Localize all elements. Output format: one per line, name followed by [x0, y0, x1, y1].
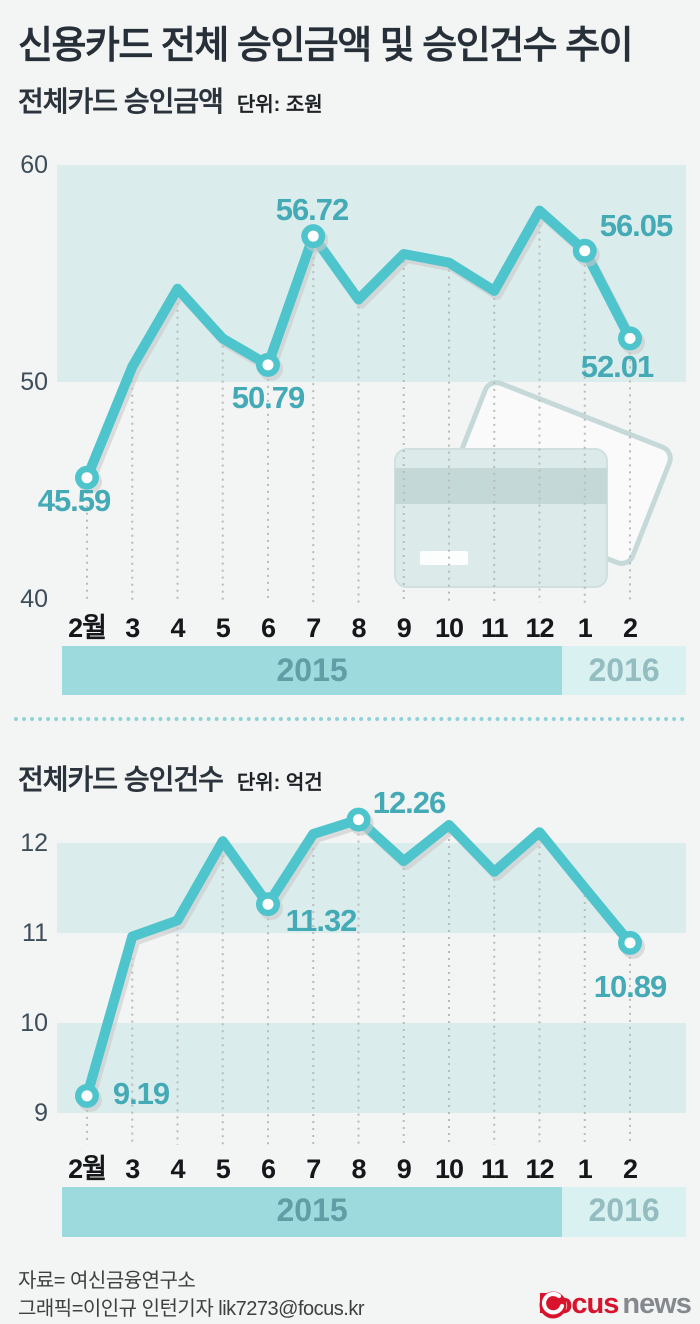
- section-count-header: 전체카드 승인건수 단위: 억건: [18, 758, 323, 798]
- value-label: 56.05: [600, 208, 673, 243]
- section-divider: [14, 717, 685, 721]
- section-count-title: 전체카드 승인건수: [18, 764, 224, 795]
- x-axis-month-label: 3: [125, 613, 140, 643]
- data-point-center: [624, 332, 636, 344]
- value-label: 50.79: [232, 380, 305, 415]
- series-line: [82, 205, 635, 483]
- x-axis-month-label: 1: [578, 613, 593, 643]
- data-point-center: [353, 814, 364, 826]
- x-axis-month-label: 6: [261, 1154, 276, 1184]
- value-label: 10.89: [594, 969, 667, 1004]
- x-axis-month-label: 2: [623, 1154, 637, 1184]
- y-axis-tick-label: 12: [20, 829, 48, 857]
- data-point-center: [262, 898, 274, 910]
- x-axis-month-label: 2: [623, 613, 637, 643]
- y-band: [57, 843, 686, 933]
- x-axis-month-label: 1: [578, 1154, 593, 1184]
- section-amount-unit: 단위: 조원: [236, 94, 323, 116]
- x-axis-month-label: 9: [397, 1154, 412, 1184]
- data-point-center: [307, 230, 319, 242]
- year-band-2015-label: 2015: [276, 1192, 347, 1228]
- year-band-2015-label: 2015: [276, 652, 347, 688]
- credit-card-signature-box: [420, 551, 468, 565]
- x-axis-month-label: 12: [525, 1154, 553, 1184]
- credit-card-front-icon: [394, 448, 608, 588]
- data-point-center: [81, 1090, 93, 1102]
- year-band-2016-label: 2016: [588, 652, 659, 688]
- source-note: 자료= 여신금융연구소: [18, 1270, 196, 1292]
- y-axis-tick-label: 60: [20, 151, 48, 179]
- page-title: 신용카드 전체 승인금액 및 승인건수 추이: [18, 25, 634, 67]
- approval-amount-line-chart: 45.59 50.79 56.72 56.05 52.01 60 50 40 2월 3 4 5 6 7 8 9…: [20, 151, 686, 695]
- section-amount-header: 전체카드 승인금액 단위: 조원: [18, 80, 323, 120]
- x-axis-month-label: 4: [170, 1154, 185, 1184]
- x-axis-month-label: 12: [525, 613, 553, 643]
- focusnews-logo: Focus news: [538, 1288, 692, 1321]
- year-band-2016: [562, 1187, 686, 1237]
- y-axis-tick-label: 10: [20, 1009, 48, 1037]
- logo-suffix-text: news: [622, 1288, 692, 1320]
- value-label: 12.26: [373, 785, 446, 820]
- y-axis-tick-label: 9: [34, 1099, 48, 1127]
- value-label: 56.72: [276, 192, 349, 227]
- section-count-unit: 단위: 억건: [236, 772, 323, 794]
- y-axis-tick-label: 11: [22, 919, 48, 947]
- x-axis-month-label: 4: [170, 613, 185, 643]
- x-axis-month-label: 5: [216, 1154, 231, 1184]
- section-amount-title: 전체카드 승인금액: [18, 86, 224, 117]
- x-axis-month-label: 11: [481, 613, 509, 643]
- data-point-center: [624, 937, 636, 949]
- year-band-2016-label: 2016: [588, 1192, 659, 1228]
- y-band: [57, 1023, 686, 1113]
- y-axis-tick-label: 40: [20, 585, 48, 613]
- x-axis-month-label: 5: [216, 613, 231, 643]
- x-axis-month-label: 10: [435, 613, 463, 643]
- data-point-center: [81, 472, 93, 484]
- credit-note: 그래픽=이인규 인턴기자 lik7273@focus.kr: [18, 1298, 365, 1320]
- x-axis-month-label: 11: [481, 1154, 509, 1184]
- credit-card-magnetic-stripe: [395, 468, 607, 504]
- x-axis-month-label: 7: [306, 1154, 320, 1184]
- y-axis-tick-label: 50: [20, 368, 48, 396]
- x-axis-month-label: 8: [351, 1154, 366, 1184]
- focusnews-logo-icon: [539, 1291, 567, 1318]
- value-label: 52.01: [581, 349, 654, 384]
- value-label: 11.32: [286, 903, 357, 938]
- x-axis-month-label: 3: [125, 1154, 140, 1184]
- data-point-center: [262, 359, 274, 371]
- value-label: 45.59: [38, 483, 111, 518]
- x-axis-month-label: 2월: [68, 1154, 106, 1184]
- x-axis-month-label: 10: [435, 1154, 463, 1184]
- x-axis-month-label: 2월: [68, 613, 106, 643]
- x-axis-month-label: 8: [351, 613, 366, 643]
- value-label: 9.19: [113, 1076, 170, 1111]
- year-band-2015: [62, 1187, 563, 1237]
- x-axis-month-label: 7: [306, 613, 320, 643]
- year-band-2015: [62, 646, 563, 695]
- data-point-center: [579, 245, 591, 257]
- year-band-2016: [562, 646, 686, 695]
- x-axis-month-label: 9: [397, 613, 412, 643]
- x-axis-month-label: 6: [261, 613, 276, 643]
- y-band: [57, 165, 686, 382]
